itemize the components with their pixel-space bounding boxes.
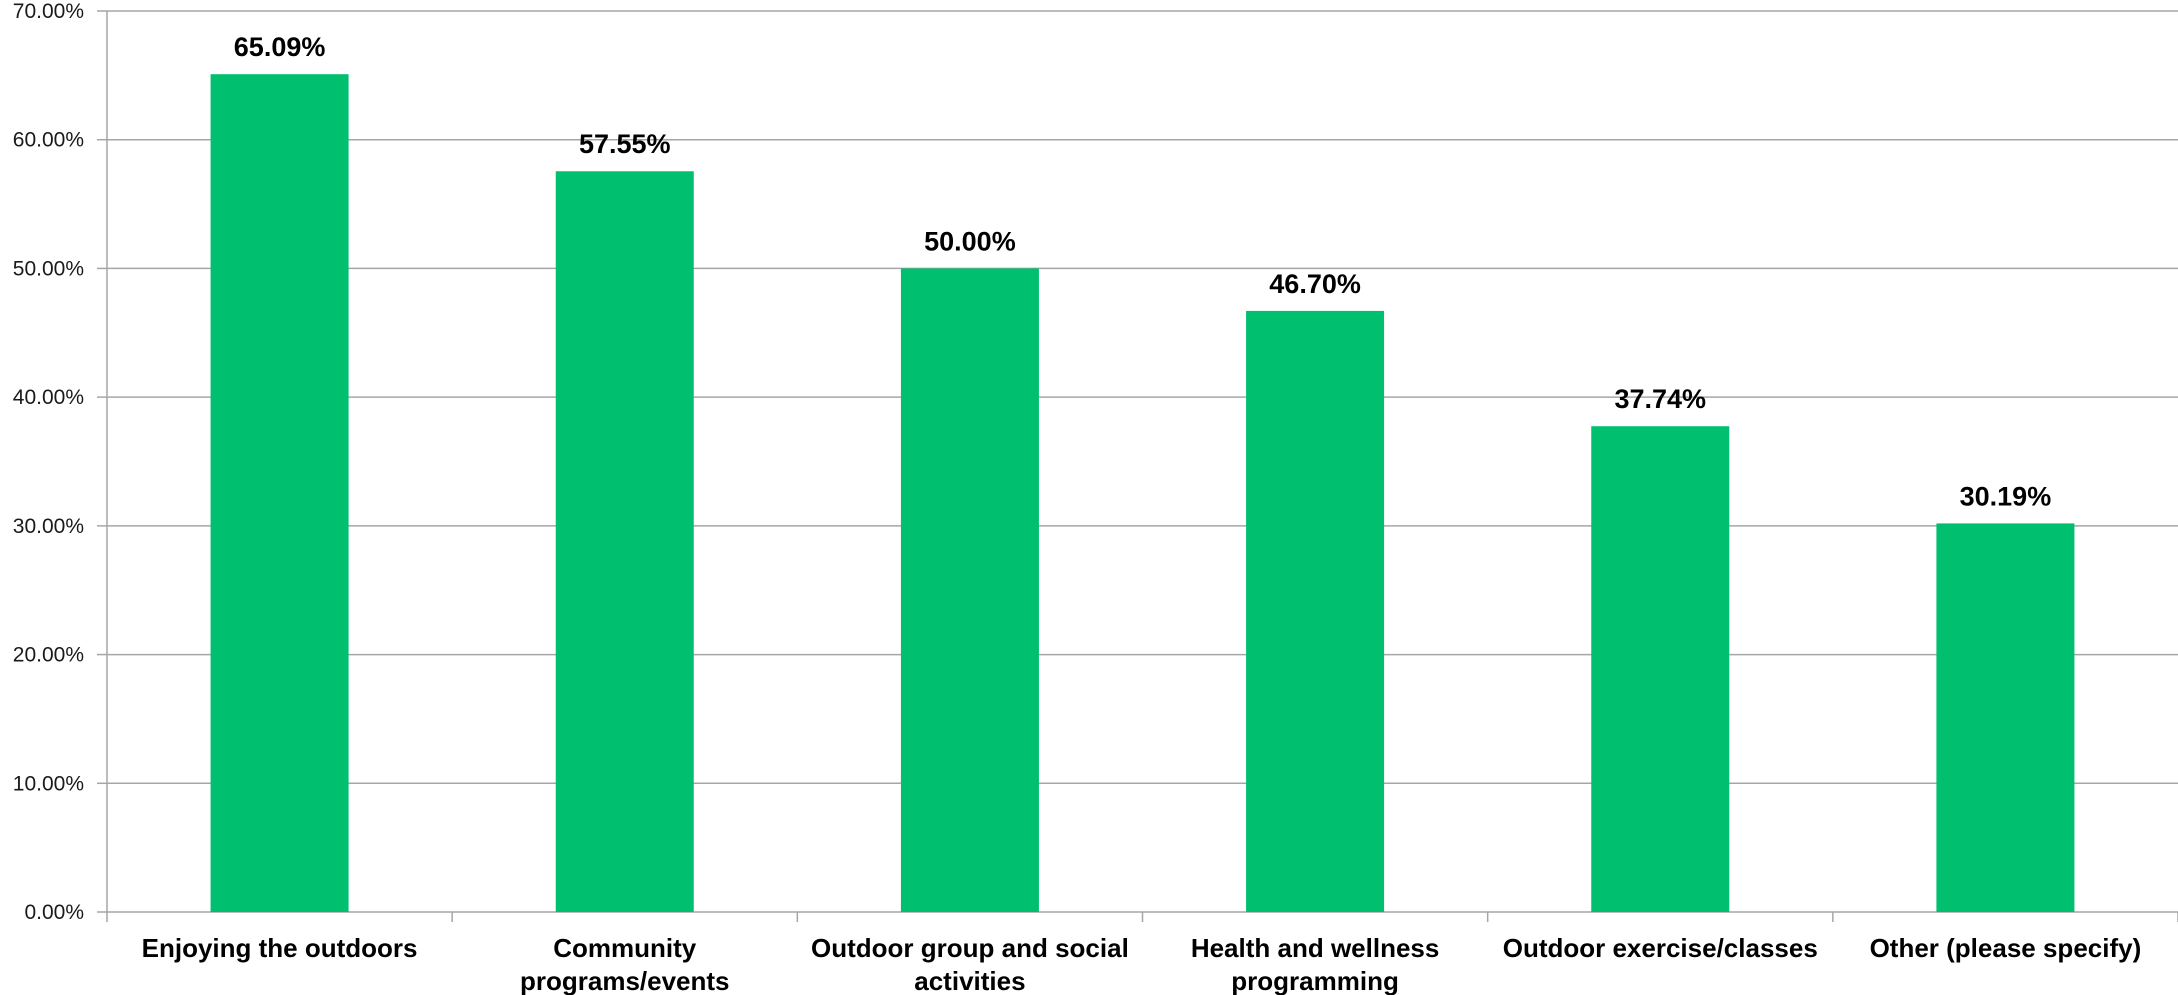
data-label: 37.74% xyxy=(1614,384,1706,414)
y-axis-tick-labels: 0.00% 10.00% 20.00% 30.00% 40.00% 50.00% 60.00… xyxy=(13,0,84,924)
category-label: Outdoor group and social activities xyxy=(811,933,1129,995)
y-tick-label: 60.00% xyxy=(13,129,84,152)
category-label: Outdoor exercise/classes xyxy=(1503,933,1818,963)
axes xyxy=(97,10,2178,922)
y-tick-label: 70.00% xyxy=(13,0,84,23)
y-tick-label: 10.00% xyxy=(13,772,84,795)
data-label: 57.55% xyxy=(579,129,671,159)
bar xyxy=(1591,426,1730,912)
category-label: Community programs/events xyxy=(520,933,730,995)
gridlines xyxy=(107,10,2178,785)
y-tick-label: 40.00% xyxy=(13,386,84,409)
y-tick-label: 30.00% xyxy=(13,515,84,538)
data-label: 50.00% xyxy=(924,226,1016,256)
data-label: 65.09% xyxy=(234,32,326,62)
bar xyxy=(210,74,349,912)
data-labels: 65.09% 57.55% 50.00% 46.70% 37.74% 30.19% xyxy=(234,32,2051,511)
category-label: Other (please specify) xyxy=(1870,933,2142,963)
y-tick-label: 0.00% xyxy=(24,901,84,924)
bars xyxy=(210,74,2075,913)
bar xyxy=(555,171,694,913)
bar xyxy=(900,268,1039,912)
category-label: Enjoying the outdoors xyxy=(142,933,418,963)
data-label: 46.70% xyxy=(1269,269,1361,299)
y-tick-label: 20.00% xyxy=(13,644,84,667)
category-label: Health and wellness programming xyxy=(1191,933,1440,995)
bar xyxy=(1246,310,1385,912)
bar xyxy=(1936,523,2075,912)
x-axis-category-labels: Enjoying the outdoors Community programs/e… xyxy=(142,933,2142,995)
y-tick-label: 50.00% xyxy=(13,257,84,280)
data-label: 30.19% xyxy=(1960,481,2052,511)
